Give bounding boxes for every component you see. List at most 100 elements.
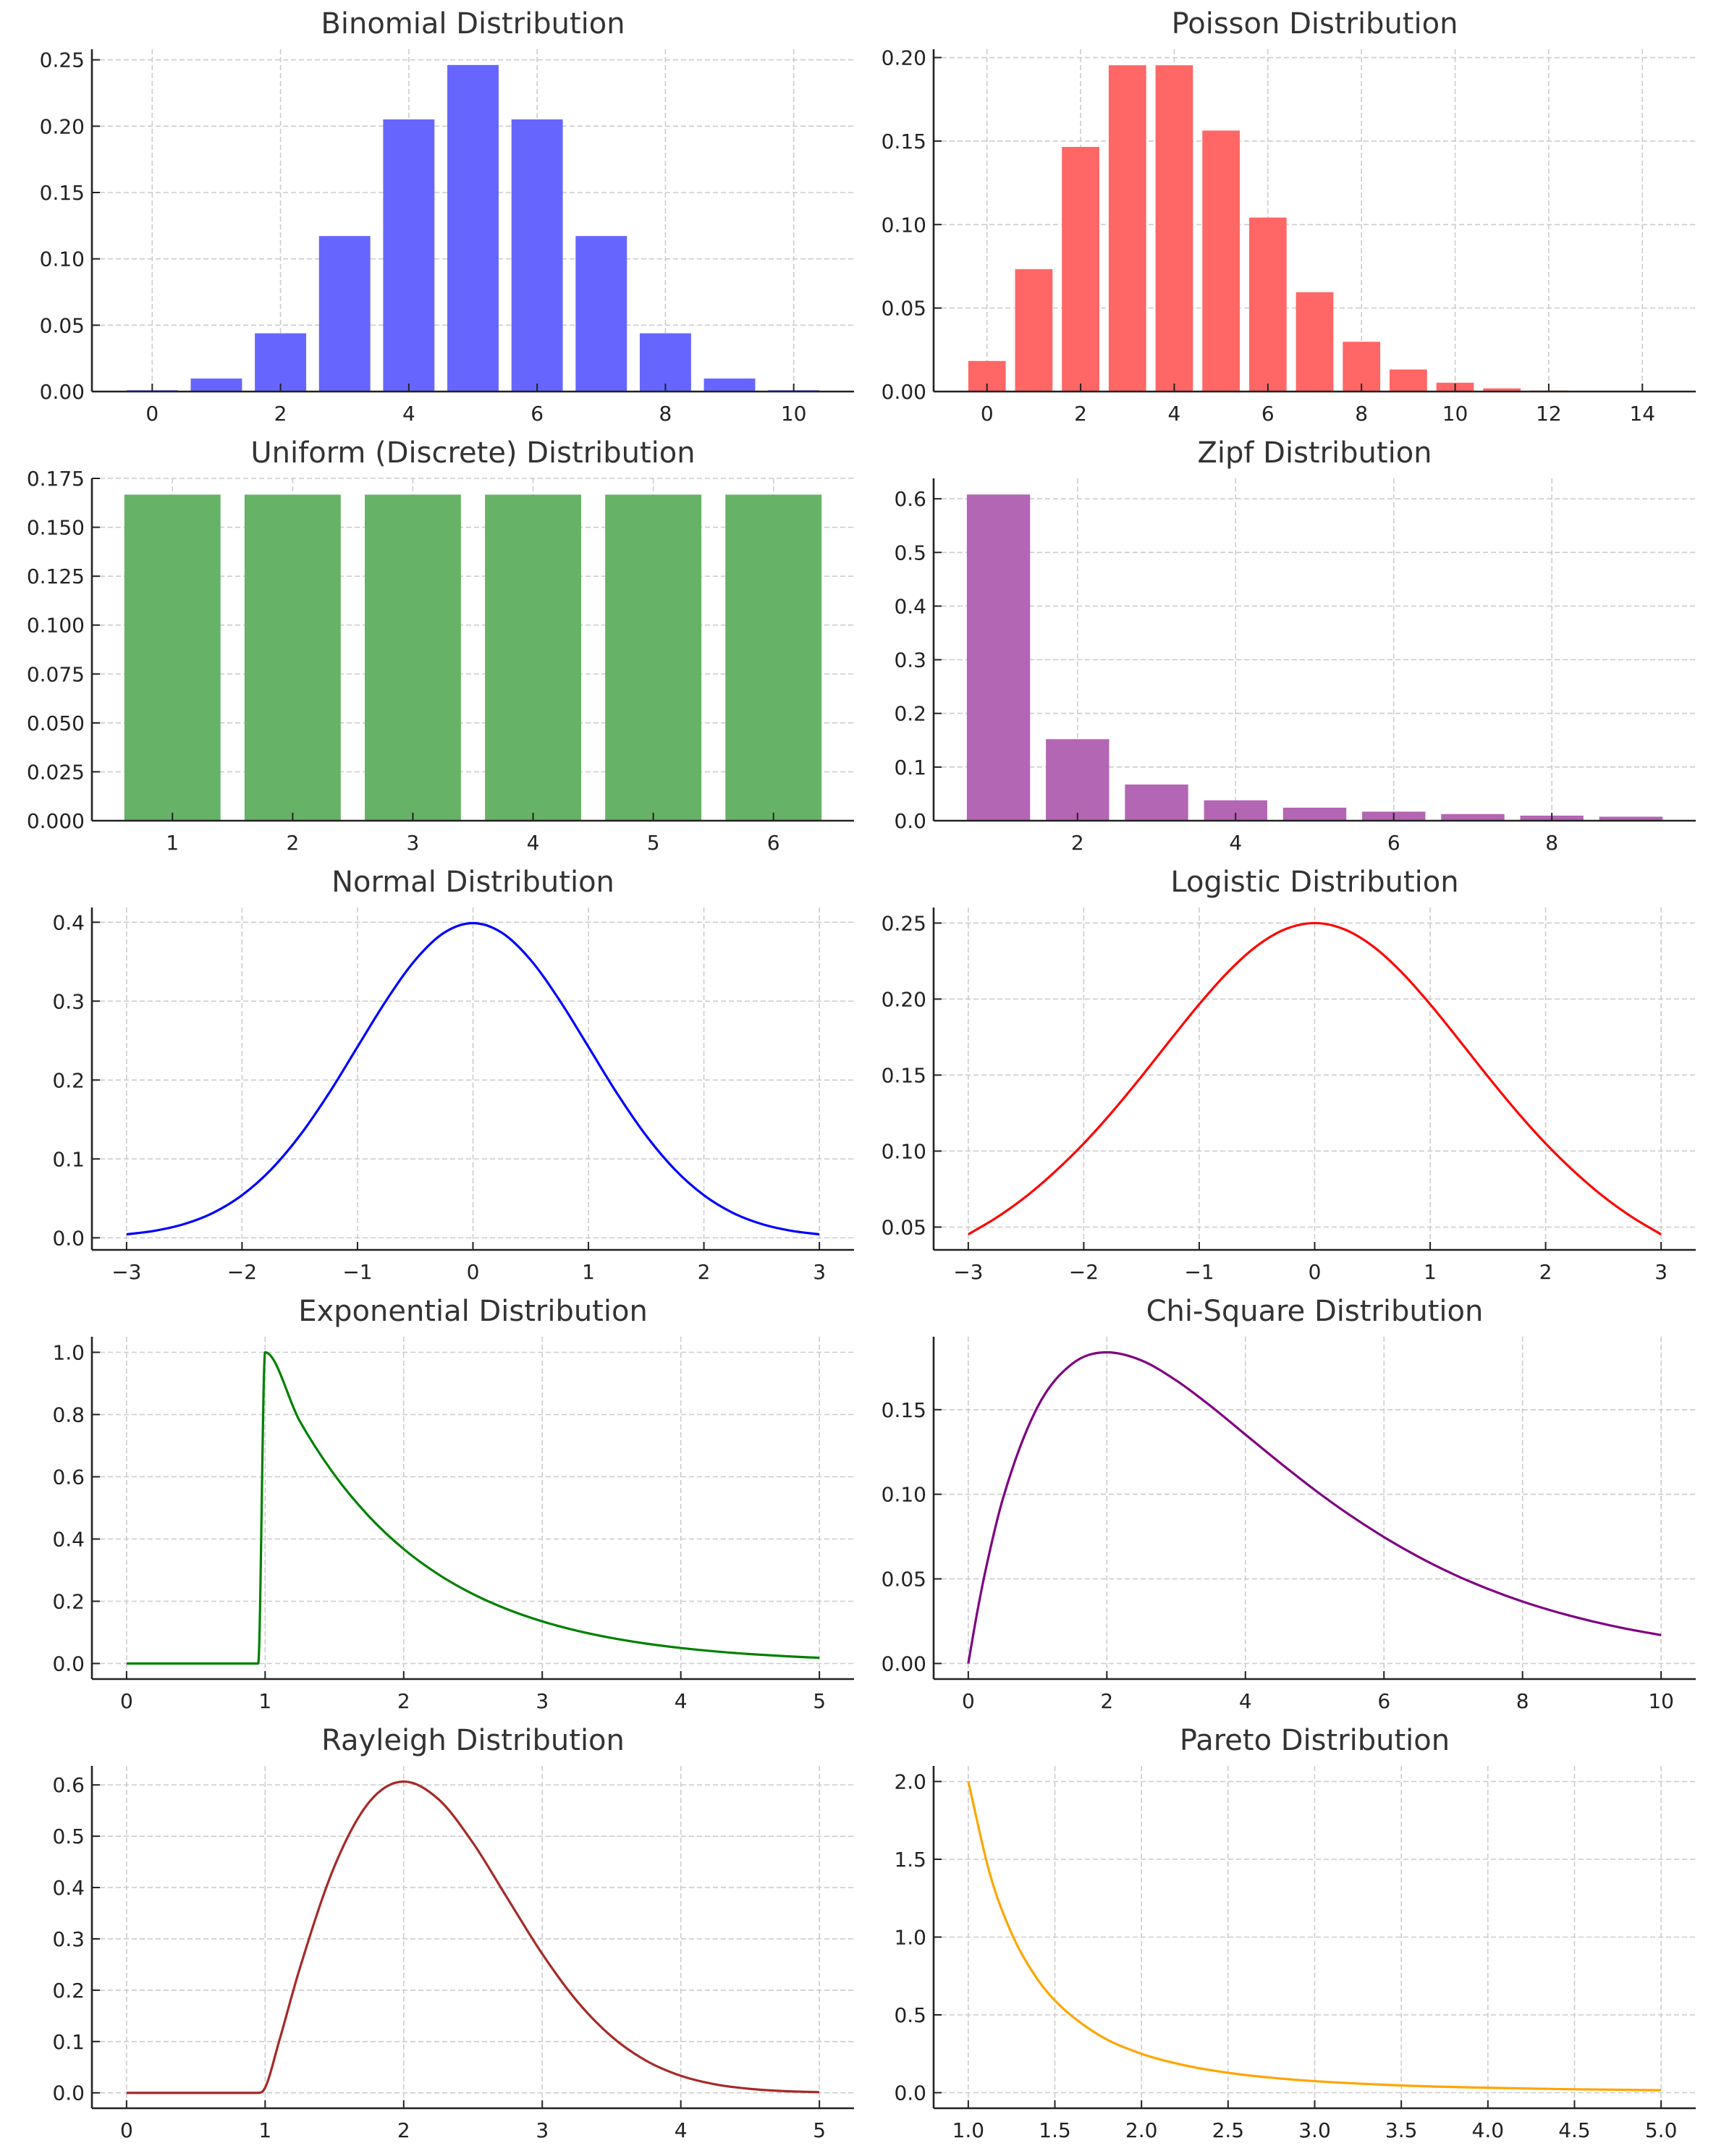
- x-tick-label: 10: [1648, 1689, 1674, 1713]
- x-tick-label: 4.5: [1558, 2118, 1591, 2142]
- y-tick-label: 0.05: [882, 297, 926, 321]
- x-tick-label: −3: [953, 1260, 983, 1284]
- y-tick-label: 0.15: [40, 181, 85, 205]
- y-tick-label: 1.5: [894, 1848, 926, 1872]
- bar: [365, 494, 461, 821]
- y-tick-label: 0.0: [894, 2081, 926, 2105]
- x-tick-label: 1.0: [952, 2118, 985, 2142]
- subplot-chi-square-distribution: Chi-Square Distribution 0 2 4 6 8 10 0.00 0.05 0.…: [882, 1295, 1696, 1713]
- y-tick-label: 0.15: [882, 130, 926, 153]
- y-tick-label: 0.2: [894, 702, 926, 726]
- bar: [318, 236, 371, 392]
- x-tick-label: 1: [582, 1260, 595, 1284]
- bar: [485, 494, 581, 821]
- x-tick-label: −1: [1184, 1260, 1214, 1284]
- subplot-poisson-distribution: Poisson Distribution 0 2 4 6 8 10 12 14 0.00 0.05 0…: [882, 7, 1696, 426]
- bar: [575, 236, 627, 392]
- subplot-title: Rayleigh Distribution: [321, 1724, 625, 1757]
- subplot-title: Zipf Distribution: [1197, 436, 1432, 470]
- x-tick-label: 8: [1545, 831, 1558, 855]
- x-tick-label: 14: [1629, 402, 1655, 426]
- y-tick-label: 0.150: [27, 516, 85, 540]
- x-tick-label: 8: [1355, 402, 1368, 426]
- bar: [1155, 65, 1193, 392]
- y-tick-label: 0.4: [894, 594, 926, 618]
- x-tick-label: 4: [1229, 831, 1242, 855]
- x-tick-label: 1: [166, 831, 179, 855]
- x-tick-label: 1: [258, 2118, 271, 2142]
- y-tick-label: 2.0: [894, 1770, 926, 1794]
- y-tick-label: 0.10: [882, 1139, 926, 1163]
- x-tick-label: 12: [1536, 402, 1562, 426]
- bar: [1062, 146, 1099, 392]
- x-tick-label: 2.5: [1212, 2118, 1245, 2142]
- series-line: [967, 1781, 1662, 2092]
- bar: [1441, 813, 1505, 821]
- y-tick-label: 0.20: [882, 987, 926, 1011]
- y-tick-label: 0.125: [27, 565, 85, 588]
- bar: [244, 494, 341, 821]
- y-tick-label: 0.0: [52, 2081, 85, 2105]
- x-tick-label: 1: [258, 1689, 271, 1713]
- x-tick-label: 3: [536, 2118, 549, 2142]
- x-tick-label: −2: [1069, 1260, 1099, 1284]
- bar: [1202, 130, 1240, 392]
- x-tick-label: 0: [145, 402, 159, 426]
- series-line: [126, 1350, 820, 1665]
- y-tick-label: 0.4: [52, 910, 85, 934]
- x-tick-label: 2: [1071, 831, 1084, 855]
- y-tick-label: 0.0: [52, 1226, 85, 1250]
- x-tick-label: 2: [397, 1689, 410, 1713]
- y-tick-label: 0.000: [27, 809, 85, 833]
- subplot-exponential-distribution: Exponential Distribution 0 1 2 3 4 5 0.0 0.2 0.4 0…: [52, 1295, 854, 1713]
- x-tick-label: 3: [407, 831, 420, 855]
- x-tick-label: 2: [274, 402, 287, 426]
- x-tick-label: 0: [981, 402, 994, 426]
- x-tick-label: 2: [1100, 1689, 1113, 1713]
- y-tick-label: 0.175: [27, 467, 85, 491]
- x-tick-label: −1: [342, 1260, 372, 1284]
- subplot-uniform-discrete-distribution: Uniform (Discrete) Distribution 1 2 3 4 5 6 0.0…: [27, 436, 854, 855]
- y-tick-label: 0.10: [882, 213, 926, 237]
- subplot-title: Chi-Square Distribution: [1146, 1295, 1484, 1328]
- bar: [1108, 65, 1146, 392]
- y-tick-label: 0.05: [882, 1215, 926, 1239]
- y-tick-label: 0.050: [27, 711, 85, 735]
- y-tick-label: 0.15: [882, 1063, 926, 1087]
- x-tick-label: 6: [1261, 402, 1275, 426]
- x-tick-label: 2: [1074, 402, 1087, 426]
- y-tick-label: 0.4: [52, 1528, 85, 1552]
- x-tick-label: 3: [813, 1260, 826, 1284]
- bar: [383, 119, 435, 392]
- subplot-pareto-distribution: Pareto Distribution 1.0 1.5 2.0 2.5 3.0 3.5 4.0…: [894, 1724, 1696, 2142]
- x-tick-label: −2: [227, 1260, 257, 1284]
- y-tick-label: 0.075: [27, 662, 85, 686]
- subplot-title: Exponential Distribution: [298, 1295, 648, 1328]
- subplot-title: Binomial Distribution: [321, 7, 625, 41]
- y-tick-label: 0.8: [52, 1403, 85, 1427]
- y-tick-label: 0.10: [882, 1483, 926, 1507]
- bar: [605, 494, 702, 821]
- bar: [511, 119, 563, 392]
- x-tick-label: 2: [1539, 1260, 1552, 1284]
- subplot-zipf-distribution: Zipf Distribution 2 4 6 8 0.0 0.1 0.2 0.3 0.4 0.5 0…: [894, 436, 1696, 855]
- x-tick-label: 5: [813, 2118, 826, 2142]
- x-tick-label: 1: [1424, 1260, 1437, 1284]
- bar: [190, 379, 242, 392]
- series-line: [126, 921, 820, 1236]
- bar: [703, 379, 756, 392]
- x-tick-label: 3: [536, 1689, 549, 1713]
- subplot-title: Normal Distribution: [331, 866, 614, 899]
- y-tick-label: 0.5: [52, 1825, 85, 1848]
- y-tick-label: 0.0: [894, 809, 926, 833]
- x-tick-label: 0: [120, 1689, 133, 1713]
- bar: [255, 333, 307, 392]
- y-tick-label: 0.00: [882, 380, 926, 404]
- x-tick-label: 4: [527, 831, 540, 855]
- y-tick-label: 0.3: [52, 989, 85, 1013]
- subplot-title: Pareto Distribution: [1180, 1724, 1450, 1757]
- bar: [1389, 369, 1427, 392]
- y-tick-label: 0.05: [40, 313, 85, 337]
- bar: [966, 494, 1031, 821]
